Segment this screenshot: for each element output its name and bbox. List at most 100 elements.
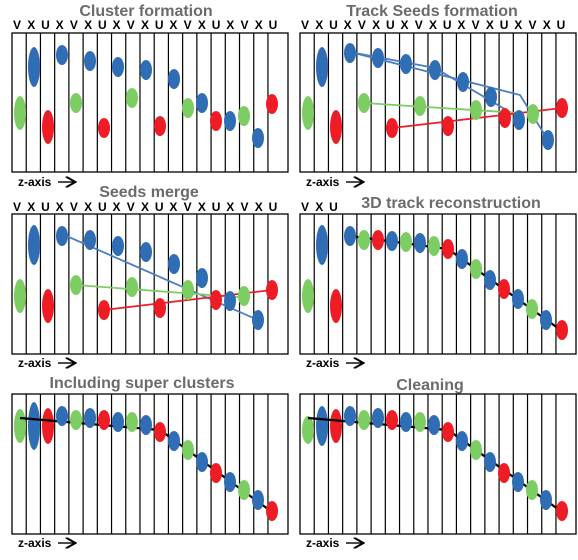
plane-label: X <box>56 200 64 214</box>
plane-label: X <box>226 200 234 214</box>
green-hit <box>182 98 194 118</box>
plane-label: V <box>415 18 423 32</box>
red-hit <box>386 410 398 430</box>
plane-label: U <box>557 18 566 32</box>
panel-title: Including super clusters <box>50 375 235 392</box>
green-hit <box>428 236 440 256</box>
green-hit <box>126 88 138 108</box>
blue-hit <box>316 47 328 87</box>
red-hit <box>210 463 222 483</box>
panel-content <box>302 43 568 150</box>
green-hit <box>238 106 250 126</box>
blue-hit <box>252 490 264 510</box>
panel-title: 3D track reconstruction <box>361 195 541 212</box>
plane-label: U <box>98 200 107 214</box>
green-seed-line <box>363 102 521 114</box>
detector-planes <box>11 213 289 355</box>
plane-label: V <box>241 200 249 214</box>
blue-hit <box>252 128 264 148</box>
plane-label: X <box>84 200 92 214</box>
plane-label: X <box>486 18 494 32</box>
plane-label: X <box>198 18 206 32</box>
blue-hit <box>196 93 208 113</box>
blue-hit <box>196 268 208 288</box>
panel-content <box>302 406 568 521</box>
blue-hit <box>316 406 328 446</box>
z-axis: z-axis <box>18 536 74 550</box>
blue-hit <box>168 431 180 451</box>
red-hit <box>556 501 568 521</box>
panel-cleaning: Cleaning z-axis <box>299 377 577 550</box>
green-hit <box>70 410 82 430</box>
plane-label: V <box>70 18 78 32</box>
red-hit <box>98 118 110 138</box>
detector-planes <box>299 32 577 173</box>
blue-hit <box>224 291 236 311</box>
plane-label: X <box>372 18 380 32</box>
blue-hit <box>140 242 152 262</box>
red-hit <box>330 409 342 443</box>
blue-hit <box>84 408 96 428</box>
plane-label: U <box>269 200 278 214</box>
red-hit <box>154 116 166 136</box>
blue-hit <box>316 225 328 265</box>
blue-hit <box>56 406 68 426</box>
plane-label: V <box>184 18 192 32</box>
plane-label: V <box>70 200 78 214</box>
plane-label: X <box>84 18 92 32</box>
green-hit <box>302 279 314 313</box>
plane-label: X <box>27 18 35 32</box>
plane-label: U <box>386 18 395 32</box>
green-hit <box>302 96 314 130</box>
blue-hit <box>28 225 40 265</box>
blue-hit <box>456 431 468 451</box>
blue-hit <box>140 415 152 435</box>
plane-label: U <box>155 200 164 214</box>
plane-label: X <box>198 200 206 214</box>
plane-label: V <box>301 200 309 214</box>
panel-frame <box>299 393 577 535</box>
red-hit <box>98 300 110 320</box>
plane-label: X <box>169 18 177 32</box>
blue-hit <box>344 226 356 246</box>
blue-hit <box>84 51 96 71</box>
blue-hit <box>344 406 356 426</box>
blue-hit <box>112 412 124 432</box>
red-hit <box>42 110 54 144</box>
plane-label: V <box>529 18 537 32</box>
green-hit <box>358 410 370 430</box>
green-hit <box>70 93 82 113</box>
blue-hit <box>400 54 412 74</box>
plane-label: X <box>226 18 234 32</box>
green-hit <box>302 416 314 444</box>
plane-label: U <box>269 18 278 32</box>
z-axis-label: z-axis <box>306 536 340 550</box>
blue-hit <box>112 236 124 256</box>
red-hit <box>442 422 454 442</box>
red-hit <box>330 110 342 144</box>
red-hit <box>498 279 510 299</box>
green-hit <box>414 412 426 432</box>
red-hit <box>372 230 384 250</box>
panel-content <box>14 402 278 521</box>
z-axis-label: z-axis <box>18 356 52 370</box>
z-axis-label: z-axis <box>306 356 340 370</box>
panel-content <box>14 225 278 330</box>
red-hit <box>442 116 454 136</box>
blue-hit <box>112 57 124 77</box>
panel-frame <box>11 393 289 535</box>
red-hit <box>210 290 222 310</box>
z-axis-label: z-axis <box>18 536 52 550</box>
detector-planes <box>11 393 289 535</box>
plane-label: U <box>212 18 221 32</box>
blue-hit <box>168 254 180 274</box>
z-axis: z-axis <box>18 175 74 189</box>
red-hit <box>210 111 222 131</box>
green-hit <box>14 409 26 443</box>
plane-label: X <box>56 18 64 32</box>
red-hit <box>266 94 278 114</box>
